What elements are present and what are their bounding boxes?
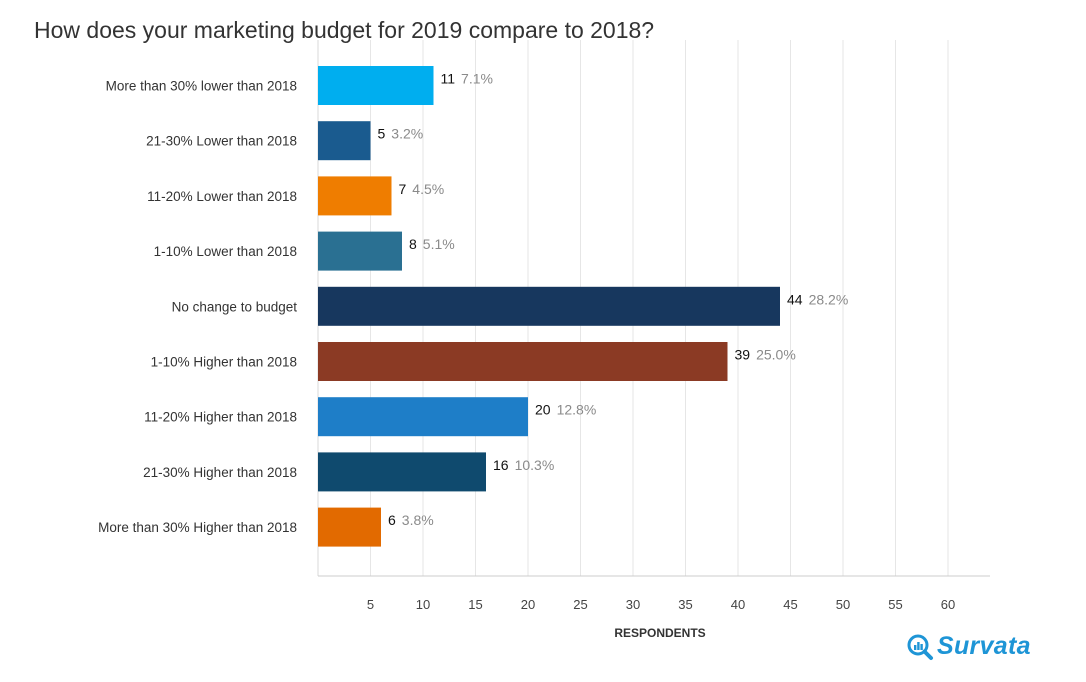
bar-percent-label: 4.5% [412,181,444,197]
survata-logo: Survata [906,632,1031,661]
bar-percent-label: 3.8% [402,512,434,528]
bar [318,286,780,326]
bar [318,66,434,105]
category-label: 11-20% Higher than 2018 [144,410,297,425]
bar-data-label: 16 10.3% [493,457,554,473]
bar [318,231,402,271]
x-axis-label: RESPONDENTS [614,626,706,640]
x-tick-label: 60 [941,597,955,612]
x-tick-label: 10 [416,597,430,612]
bar-value-label: 39 [735,347,751,363]
x-tick-label: 20 [521,597,535,612]
bar-percent-label: 25.0% [756,347,796,363]
bar-data-label: 39 25.0% [735,347,796,363]
x-tick-label: 15 [468,597,482,612]
bar [318,121,371,161]
category-label: 1-10% Higher than 2018 [151,355,297,370]
bar-data-label: 6 3.8% [388,512,434,528]
bar-data-label: 20 12.8% [535,402,596,418]
bar-data-label: 5 3.2% [378,126,424,142]
bar [318,176,392,216]
category-label: 21-30% Lower than 2018 [146,134,297,149]
bar-value-label: 7 [399,181,407,197]
bar-percent-label: 3.2% [391,126,423,142]
x-tick-label: 45 [783,597,797,612]
bar-value-label: 11 [441,71,456,87]
bar [318,452,486,492]
x-tick-label: 25 [573,597,587,612]
category-label: More than 30% Higher than 2018 [98,520,297,535]
magnifier-chart-icon [907,634,933,660]
x-tick-label: 5 [367,597,374,612]
bar-value-label: 6 [388,512,396,528]
bar-percent-label: 7.1% [461,71,493,87]
bar-value-label: 8 [409,236,417,252]
bar-percent-label: 28.2% [809,291,849,307]
bar-value-label: 44 [787,291,803,307]
category-label: 21-30% Higher than 2018 [143,465,297,480]
bar [318,397,528,437]
x-tick-label: 35 [678,597,692,612]
category-label: 11-20% Lower than 2018 [147,189,297,204]
bar [318,342,728,381]
bar-value-label: 5 [378,126,386,142]
bar-data-label: 11 7.1% [441,71,493,87]
chart-title: How does your marketing budget for 2019 … [34,17,655,43]
bar-percent-label: 12.8% [557,402,597,418]
bar-data-label: 44 28.2% [787,291,848,307]
brand-name: Survata [937,632,1031,660]
bar-percent-label: 5.1% [423,236,455,252]
category-label: No change to budget [172,299,298,314]
bar-value-label: 16 [493,457,509,473]
bar-value-label: 20 [535,402,551,418]
x-tick-label: 40 [731,597,745,612]
x-tick-label: 30 [626,597,640,612]
x-tick-label: 55 [888,597,902,612]
category-label: More than 30% lower than 2018 [106,79,297,94]
category-label: 1-10% Lower than 2018 [154,244,297,259]
bar [318,507,381,547]
bar-data-label: 7 4.5% [399,181,445,197]
x-tick-label: 50 [836,597,850,612]
bar-percent-label: 10.3% [515,457,555,473]
bar-data-label: 8 5.1% [409,236,455,252]
